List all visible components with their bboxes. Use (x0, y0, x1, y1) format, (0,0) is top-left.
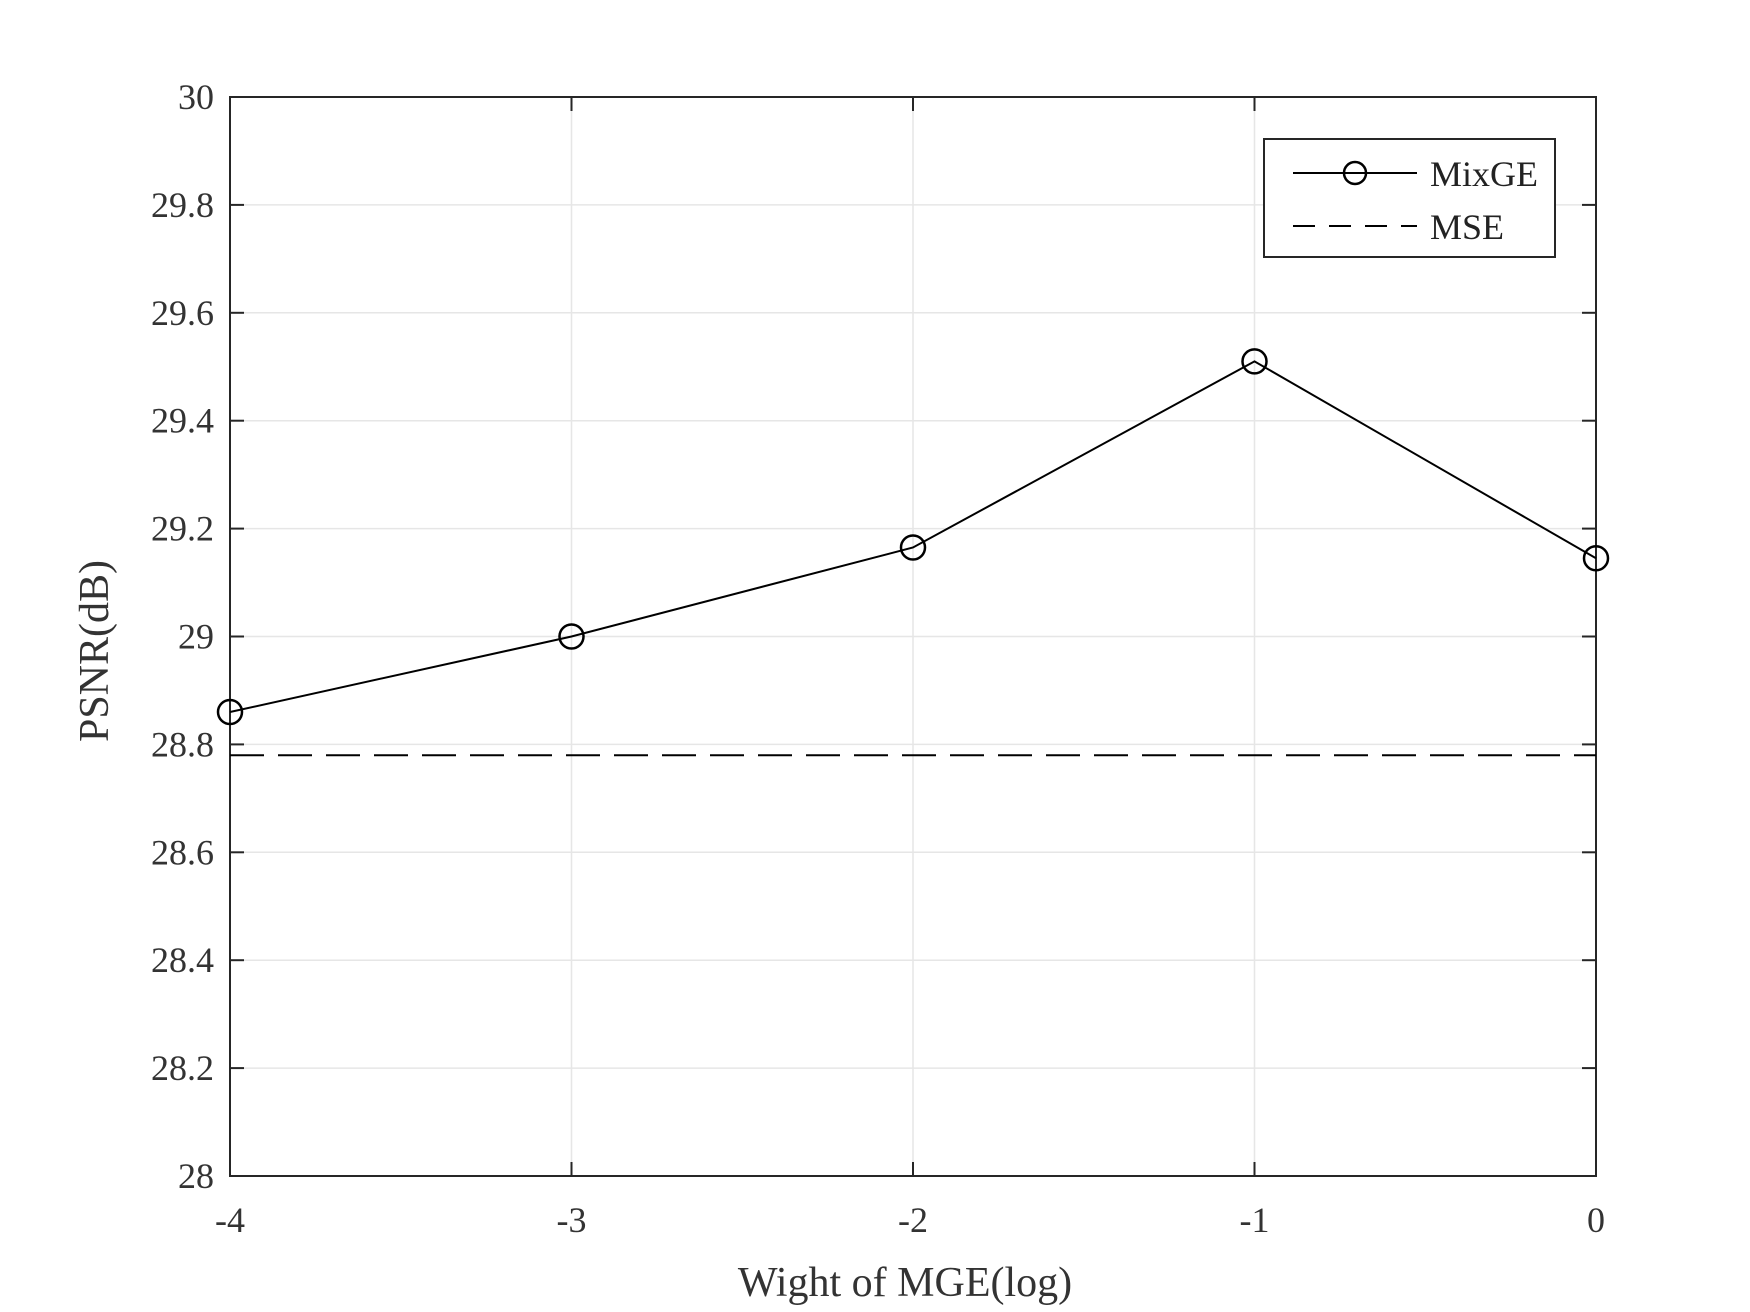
data-point-mixge (899, 534, 927, 561)
x-tick-label: -3 (557, 1200, 587, 1240)
legend: MixGE MSE (1263, 138, 1556, 258)
y-tick-label: 29.8 (151, 185, 214, 225)
x-tick-labels: -4 -3 -2 -1 0 (215, 1200, 1605, 1240)
series-line-mixge (229, 360, 1597, 714)
x-tick-label: -2 (898, 1200, 928, 1240)
data-point-mixge (1582, 545, 1610, 572)
y-tick-label: 28.8 (151, 724, 214, 764)
data-point-mixge (216, 698, 244, 726)
x-axis-label: Wight of MGE(log) (738, 1260, 1072, 1306)
y-tick-label: 28.6 (151, 832, 214, 872)
x-tick-label: 0 (1587, 1200, 1605, 1240)
legend-box (1263, 138, 1556, 258)
y-tick-label: 28.2 (151, 1048, 214, 1088)
y-tick-label: 29.6 (151, 293, 214, 333)
y-tick-label: 29.4 (151, 401, 214, 441)
x-tick-label: -4 (215, 1200, 245, 1240)
y-tick-label: 29 (178, 617, 214, 657)
legend-mixge-marker (1342, 160, 1368, 186)
x-tick-label: -1 (1240, 1200, 1270, 1240)
y-tick-label: 29.2 (151, 509, 214, 549)
y-tick-label: 28.4 (151, 940, 214, 980)
y-axis-label: PSNR(dB) (72, 560, 118, 742)
y-tick-label: 28 (178, 1156, 214, 1196)
legend-mse-label: MSE (1430, 207, 1504, 247)
series-layer (216, 348, 1610, 757)
data-point-mixge (558, 623, 585, 650)
plot-frame (229, 96, 1597, 1177)
grid-lines (229, 96, 1597, 1177)
y-tick-labels: 28 28.2 28.4 28.6 28.8 29 29.2 29.4 29.6 29.8 30 (151, 77, 214, 1196)
y-tick-label: 30 (178, 77, 214, 117)
data-point-mixge (1241, 348, 1268, 375)
legend-mixge-label: MixGE (1430, 154, 1538, 194)
